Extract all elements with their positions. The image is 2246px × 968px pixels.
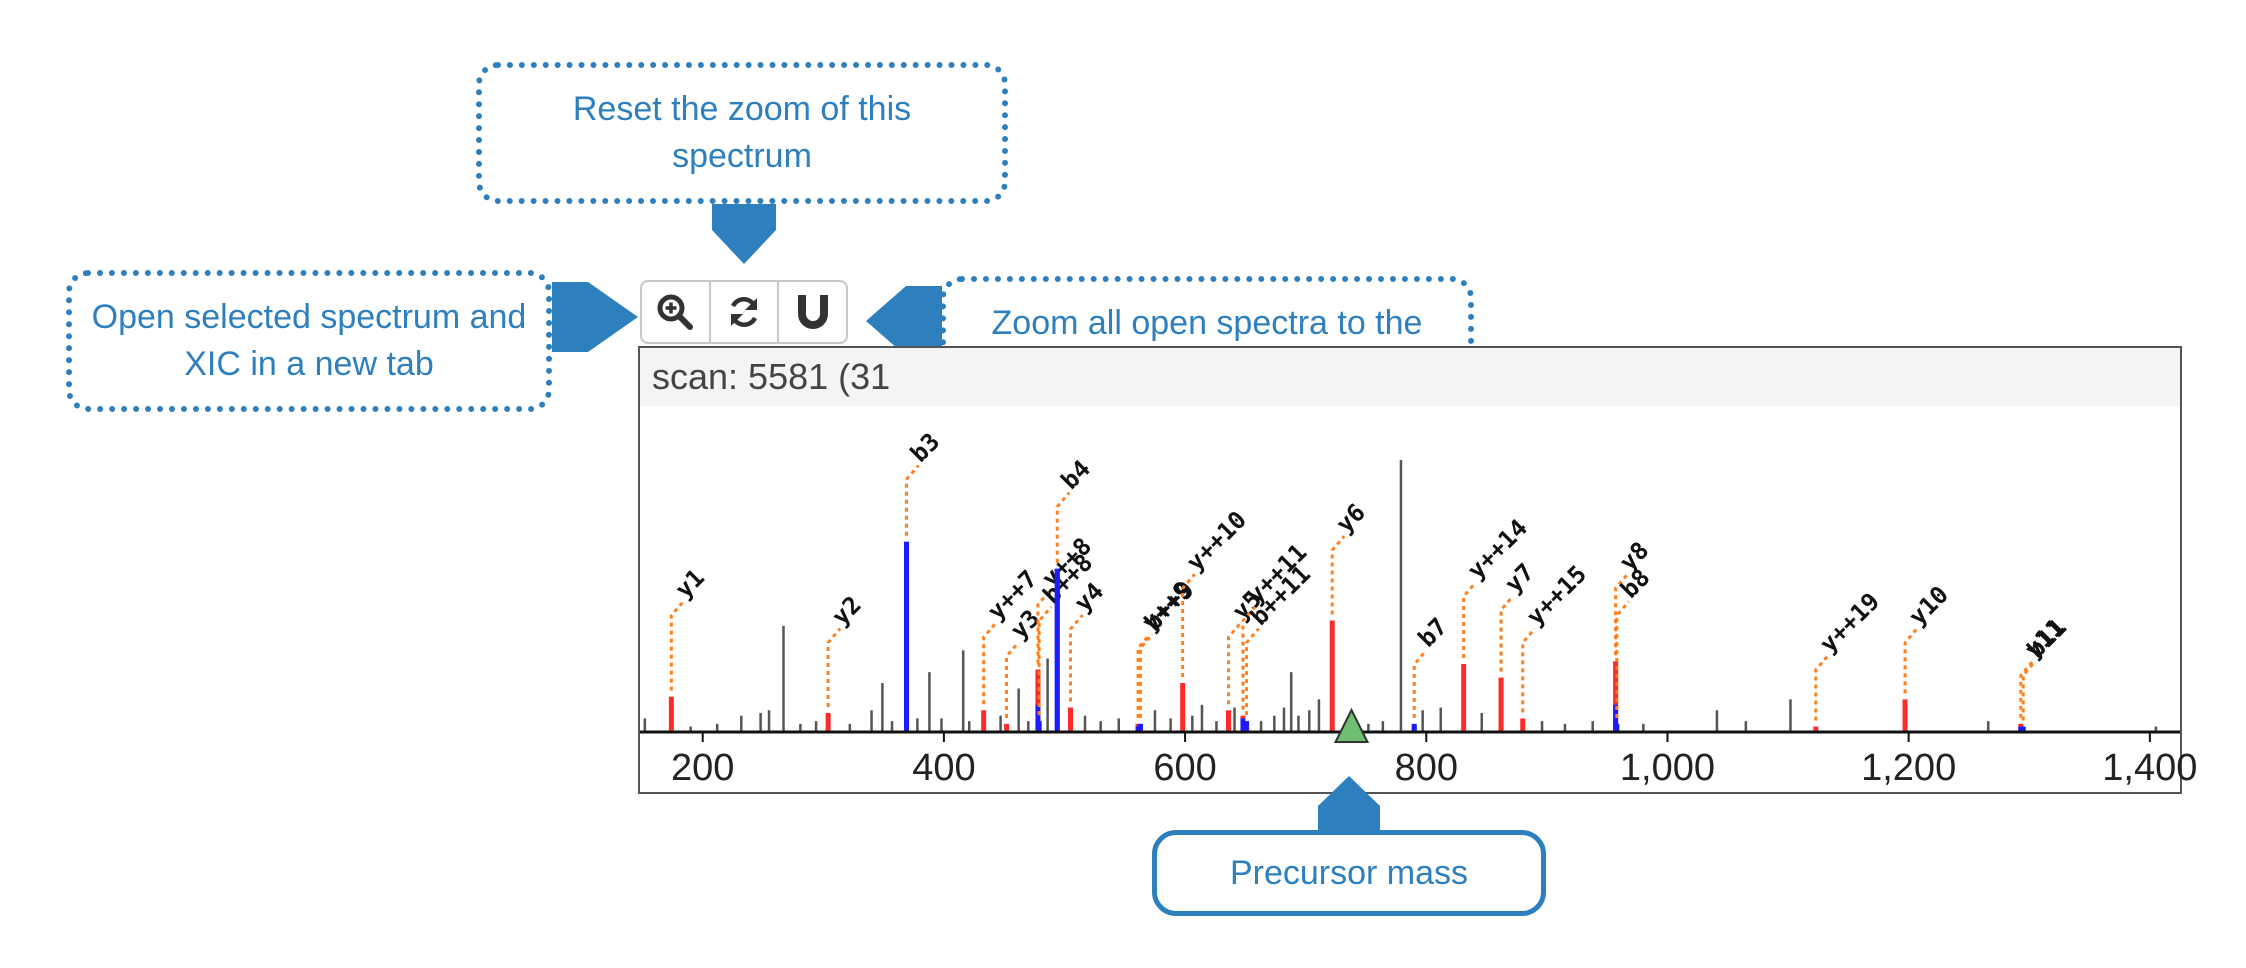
precursor-arrow: [1318, 776, 1380, 836]
ion-label-b7: b7: [1413, 612, 1453, 652]
ion-label-y6: y6: [1331, 498, 1371, 538]
scan-label: scan: 5581 (31: [652, 356, 891, 397]
open-in-new-tab-button[interactable]: [642, 282, 711, 342]
label-line-y1: [669, 600, 685, 691]
reset-zoom-button[interactable]: [711, 282, 780, 342]
ion-label-y2: y2: [827, 591, 867, 631]
label-line-y3: [1005, 641, 1020, 718]
zoom-all-arrow: [866, 286, 942, 356]
precursor-callout: Precursor mass: [1152, 830, 1546, 916]
label-line-y7: [1499, 595, 1515, 672]
spectrum-panel: [638, 346, 2182, 794]
label-line-b4: [1055, 491, 1071, 563]
label-line-b7: [1412, 649, 1428, 718]
x-tick-label-800: 800: [1395, 747, 1458, 789]
label-line-b++11: [1245, 627, 1260, 716]
sync-zoom-button[interactable]: [779, 282, 846, 342]
label-line-y++11: [1241, 605, 1257, 710]
label-line-y++15: [1521, 627, 1536, 713]
open-spectrum-arrow: [552, 282, 638, 352]
label-line-b++8: [1037, 605, 1053, 716]
x-tick-label-600: 600: [1153, 747, 1216, 789]
label-line-b3: [905, 464, 920, 536]
label-line-y11: [2019, 660, 2034, 718]
label-line-b8: [1615, 600, 1630, 718]
label-line-y++9: [1136, 633, 1152, 718]
ion-label-y++19: y++19: [1814, 587, 1885, 658]
zoom-in-icon: [657, 294, 694, 330]
ion-label-y++10: y++10: [1181, 506, 1252, 577]
ion-label-b11: b11: [2022, 613, 2072, 663]
x-tick-label-1200: 1,200: [1861, 747, 1956, 789]
label-line-y++8: [1036, 589, 1052, 664]
x-tick-label-1400: 1,400: [2102, 747, 2197, 789]
reset-zoom-callout-text: Reset the zoom of this spectrum: [572, 90, 912, 175]
reset-zoom-arrow: [712, 204, 776, 264]
ion-label-b8: b8: [1615, 563, 1655, 603]
label-line-y10: [1903, 627, 1919, 694]
label-line-y++10: [1181, 573, 1196, 678]
ion-label-b3: b3: [905, 427, 945, 467]
label-line-y++19: [1814, 654, 1829, 721]
label-line-y6: [1330, 535, 1346, 615]
precursor-callout-text: Precursor mass: [1229, 853, 1469, 892]
open-spectrum-callout: Open selected spectrum and XIC in a new …: [66, 270, 552, 412]
open-spectrum-callout-text: Open selected spectrum and XIC in a new …: [91, 298, 527, 383]
label-line-y2: [826, 627, 842, 707]
label-line-y4: [1069, 614, 1084, 702]
ion-label-b4: b4: [1056, 455, 1096, 495]
label-line-y++14: [1462, 581, 1477, 658]
x-tick-label-200: 200: [671, 747, 734, 789]
label-line-b11: [2021, 660, 2037, 721]
ion-label-y10: y10: [1903, 580, 1953, 630]
scan-header: [640, 348, 2180, 406]
spectrum-toolbar: [640, 280, 848, 344]
refresh-icon: [730, 297, 758, 327]
magnet-icon: [797, 295, 828, 329]
x-tick-label-1000: 1,000: [1620, 747, 1715, 789]
ion-label-y7: y7: [1499, 558, 1539, 598]
label-line-y5: [1227, 622, 1242, 705]
precursor-marker: [1333, 707, 1370, 743]
reset-zoom-callout: Reset the zoom of this spectrum: [476, 62, 1008, 204]
label-line-y++7: [982, 622, 997, 705]
x-tick-label-400: 400: [912, 747, 975, 789]
label-line-b++9: [1138, 633, 1154, 718]
ion-label-y1: y1: [670, 563, 710, 603]
label-line-y8: [1614, 573, 1629, 656]
